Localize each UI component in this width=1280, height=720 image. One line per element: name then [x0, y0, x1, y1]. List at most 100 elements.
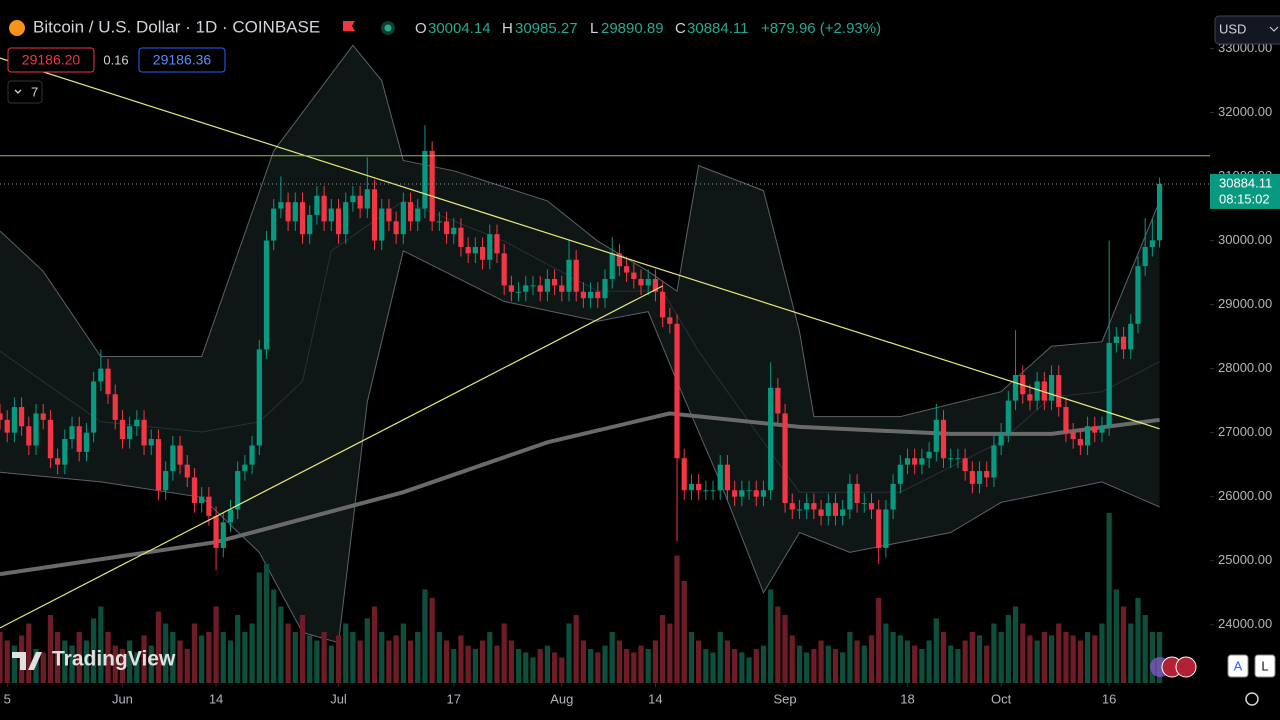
band-upper — [0, 44, 1161, 418]
candle-body — [364, 189, 370, 209]
auto-scale-button[interactable] — [1227, 654, 1249, 678]
settings-icon[interactable] — [1245, 692, 1259, 706]
volume-bar — [1135, 598, 1141, 683]
volume-bar — [602, 645, 608, 683]
volume-bar — [357, 640, 363, 683]
candle-body — [760, 490, 767, 497]
x-tick-label: 14 — [648, 691, 662, 706]
status-dot — [384, 24, 392, 32]
trend-line — [0, 57, 1160, 430]
candle-body — [314, 195, 320, 215]
buy-button[interactable] — [138, 47, 226, 73]
candle-body — [818, 509, 824, 516]
flag-icon[interactable] — [343, 21, 355, 31]
log-scale-button[interactable] — [1254, 654, 1276, 678]
volume-bar — [1005, 615, 1011, 683]
volume-bar — [227, 640, 234, 683]
volume-bar — [537, 649, 543, 683]
indicator-toggle[interactable] — [7, 80, 43, 104]
sell-button[interactable] — [7, 47, 95, 73]
volume-bar — [1106, 513, 1112, 683]
candle-body — [76, 426, 82, 452]
x-tick-label: Aug — [550, 691, 573, 706]
candle-body — [631, 272, 637, 279]
candle-body — [422, 150, 428, 209]
ohlc-label: L — [590, 20, 598, 37]
volume-bar — [811, 649, 817, 683]
volume-bar — [789, 635, 795, 683]
volume-bar — [1027, 635, 1033, 683]
chevron-icon — [14, 89, 22, 94]
candle-body — [775, 387, 781, 414]
volume-bar — [1149, 632, 1155, 683]
candle-body — [969, 471, 975, 484]
volume-bar — [760, 645, 767, 683]
volume-bar — [854, 640, 860, 683]
volume-bar — [768, 589, 774, 683]
volume-bar — [631, 652, 637, 683]
candle-body — [559, 285, 565, 292]
candle-body — [868, 503, 875, 510]
y-tick-label: 25000.00 — [1218, 552, 1272, 567]
candle-body — [235, 471, 241, 510]
candle-body — [263, 240, 270, 350]
candle-body — [83, 432, 90, 452]
candle-body — [443, 221, 450, 235]
volume-bar — [422, 589, 428, 683]
candle-body — [292, 202, 298, 222]
tv-logo — [12, 652, 42, 670]
candle-body — [1027, 394, 1033, 401]
candle-body — [278, 202, 284, 209]
volume-bar — [69, 645, 75, 683]
volume-bar — [321, 632, 327, 683]
volume-bar — [127, 640, 133, 683]
volume-bar — [587, 649, 594, 683]
moving-average — [0, 411, 1160, 577]
volume-bar — [804, 652, 810, 683]
change: +879.96 (+2.93%) — [761, 20, 881, 37]
candle-body — [400, 202, 406, 235]
last-price-label: 30884.11 — [1219, 175, 1272, 190]
candle-body — [33, 413, 39, 446]
candle-body — [1077, 439, 1083, 446]
candle-body — [386, 208, 392, 222]
candle-body — [1056, 375, 1062, 408]
candle-body — [1070, 432, 1076, 440]
candle-body — [379, 208, 385, 241]
volume-bar — [458, 635, 464, 683]
candle-body — [407, 202, 414, 222]
candle-body — [652, 278, 659, 292]
buy-price: 29186.36 — [153, 52, 212, 68]
volume-bar — [199, 635, 205, 683]
volume-bar — [1056, 623, 1062, 683]
volume-bar — [724, 640, 731, 683]
volume-bar — [364, 618, 370, 683]
volume-bar — [299, 615, 306, 683]
y-tick-label: 32000.00 — [1218, 104, 1272, 119]
candle-body — [350, 195, 356, 203]
volume-bar — [55, 632, 61, 683]
currency-select[interactable] — [1214, 15, 1280, 45]
volume-bar — [40, 652, 46, 683]
volume-bar — [148, 645, 154, 683]
volume-bar — [876, 598, 882, 683]
candle-body — [1120, 336, 1127, 350]
volume-bar — [660, 615, 666, 683]
x-tick-label: 17 — [447, 691, 461, 706]
volume-bar — [551, 652, 558, 683]
volume-bar — [523, 652, 529, 683]
volume-bar — [451, 649, 457, 683]
candle-body — [148, 439, 154, 446]
candle-body — [458, 227, 464, 247]
volume-bar — [832, 649, 839, 683]
candle-body — [1135, 266, 1141, 324]
volume-bar — [1048, 635, 1055, 683]
candle-body — [883, 509, 889, 548]
y-tick-label: 28000.00 — [1218, 360, 1272, 375]
currency: USD — [1219, 21, 1246, 36]
candle-body — [674, 323, 680, 459]
candle-body — [796, 509, 803, 511]
volume-bar — [710, 652, 716, 683]
volume-bar — [732, 649, 738, 683]
